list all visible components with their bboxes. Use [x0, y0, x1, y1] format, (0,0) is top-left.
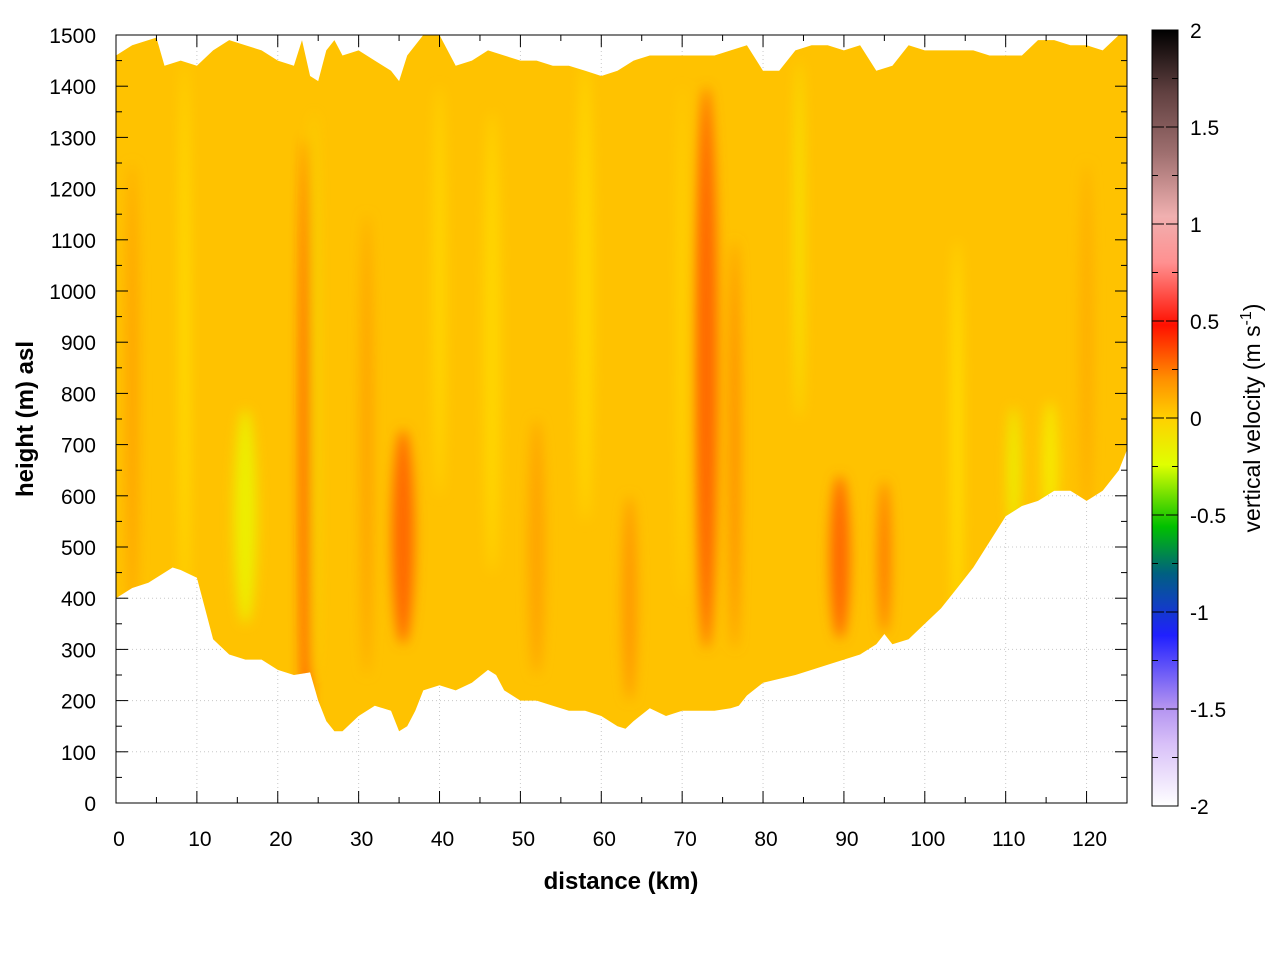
colorbar-tick-label: 1 — [1190, 214, 1202, 237]
colorbar-ticks: -2 -1.5 -1 -0.5 0 0.5 1 1.5 2 — [1152, 20, 1226, 819]
colorbar: -2 -1.5 -1 -0.5 0 0.5 1 1.5 2 vertical velocity … — [1151, 20, 1265, 819]
velocity-feature-10 — [829, 475, 851, 640]
velocity-feature-2 — [391, 429, 415, 645]
x-tick-label: 110 — [992, 828, 1025, 851]
velocity-feature-20 — [577, 60, 594, 522]
x-tick-labels: 0 10 20 30 40 50 60 70 80 90 100 110 120 — [113, 828, 1107, 851]
y-tick-label: 200 — [61, 691, 96, 714]
x-tick-label: 20 — [269, 828, 292, 851]
velocity-field — [116, 35, 1127, 732]
velocity-feature-16 — [1007, 406, 1020, 535]
x-tick-label: 50 — [512, 828, 535, 851]
x-axis-title: distance (km) — [544, 868, 699, 895]
y-tick-label: 1100 — [51, 230, 96, 253]
y-tick-label: 800 — [61, 383, 96, 406]
velocity-feature-5 — [180, 60, 189, 624]
y-tick-label: 700 — [61, 435, 96, 458]
x-tick-label: 90 — [835, 828, 858, 851]
velocity-feature-17 — [1042, 401, 1059, 530]
y-tick-label: 100 — [61, 742, 96, 765]
x-tick-label: 120 — [1072, 828, 1107, 851]
colorbar-tick-label: 1.5 — [1190, 117, 1219, 140]
x-tick-label: 10 — [188, 828, 211, 851]
velocity-feature-6 — [126, 163, 139, 624]
y-axis-title: height (m) asl — [12, 341, 39, 497]
x-tick-label: 40 — [431, 828, 454, 851]
colorbar-tick-label: -0.5 — [1190, 505, 1226, 528]
y-tick-label: 500 — [61, 537, 96, 560]
velocity-feature-12 — [622, 495, 637, 701]
velocity-feature-14 — [484, 111, 501, 573]
colorbar-tick-label: -1.5 — [1190, 699, 1226, 722]
y-tick-label: 1400 — [49, 76, 96, 99]
x-tick-label: 100 — [910, 828, 945, 851]
velocity-feature-13 — [528, 419, 545, 675]
y-tick-label: 1000 — [49, 281, 96, 304]
y-tick-label: 400 — [61, 588, 96, 611]
colorbar-tick-label: 0.5 — [1190, 311, 1219, 334]
x-tick-label: 70 — [673, 828, 696, 851]
x-tick-label: 80 — [754, 828, 777, 851]
x-tick-label: 0 — [113, 828, 125, 851]
velocity-feature-0 — [301, 137, 312, 732]
velocity-feature-11 — [878, 480, 891, 634]
velocity-feature-4 — [234, 408, 257, 624]
velocity-feature-9 — [678, 86, 687, 599]
colorbar-tick-label: -1 — [1190, 602, 1209, 625]
y-tick-label: 900 — [61, 332, 96, 355]
colorbar-title: vertical velocity (m s-1) — [1238, 304, 1265, 533]
y-tick-label: 1300 — [49, 127, 96, 150]
colorbar-tick-label: 0 — [1190, 408, 1202, 431]
velocity-feature-21 — [433, 86, 446, 496]
y-tick-label: 0 — [84, 793, 96, 816]
velocity-feature-15 — [795, 60, 804, 419]
velocity-feature-3 — [360, 214, 373, 675]
colorbar-tick-label: -2 — [1190, 796, 1209, 819]
velocity-feature-1 — [311, 111, 317, 675]
y-tick-label: 1500 — [49, 25, 96, 48]
velocity-feature-8 — [729, 239, 740, 650]
y-tick-label: 300 — [61, 639, 96, 662]
velocity-feature-7 — [695, 86, 718, 650]
field-background — [116, 35, 1127, 732]
colorbar-tick-label: 2 — [1190, 20, 1202, 43]
y-tick-label: 600 — [61, 486, 96, 509]
y-tick-label: 1200 — [49, 179, 96, 202]
x-tick-label: 60 — [593, 828, 616, 851]
velocity-feature-19 — [1080, 163, 1093, 522]
y-tick-labels: 0 100 200 300 400 500 600 700 800 900 1000 1100 1200… — [49, 25, 96, 816]
x-tick-label: 30 — [350, 828, 373, 851]
axis-ticks — [115, 34, 1128, 804]
velocity-feature-18 — [952, 239, 963, 650]
